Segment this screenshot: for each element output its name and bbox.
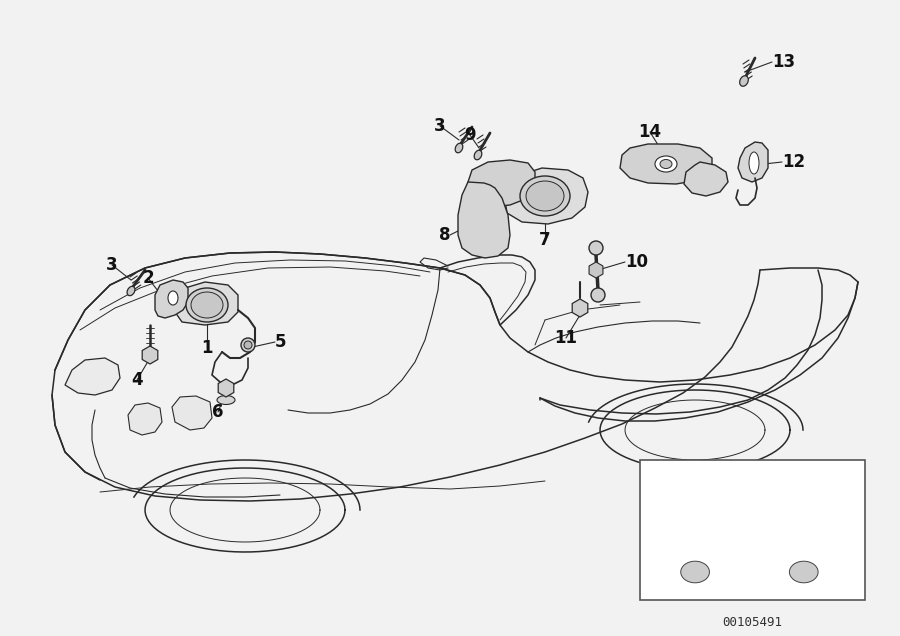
Ellipse shape: [589, 241, 603, 255]
Polygon shape: [172, 396, 212, 430]
Text: 3: 3: [434, 117, 446, 135]
Polygon shape: [65, 358, 120, 395]
Polygon shape: [128, 403, 162, 435]
Text: 9: 9: [464, 126, 476, 144]
Ellipse shape: [749, 152, 759, 174]
Text: 3: 3: [106, 256, 118, 274]
Text: 12: 12: [782, 153, 806, 171]
Text: 10: 10: [625, 253, 648, 271]
Ellipse shape: [655, 156, 677, 172]
Ellipse shape: [660, 160, 672, 169]
Polygon shape: [155, 280, 188, 318]
Text: 7: 7: [539, 231, 551, 249]
Text: 1: 1: [202, 339, 212, 357]
Text: 4: 4: [131, 371, 143, 389]
Polygon shape: [175, 282, 238, 325]
Ellipse shape: [526, 181, 564, 211]
Ellipse shape: [127, 286, 135, 296]
Polygon shape: [458, 182, 510, 258]
Ellipse shape: [455, 143, 463, 153]
Ellipse shape: [740, 76, 748, 86]
Bar: [640, 460, 865, 600]
Polygon shape: [684, 162, 728, 196]
Ellipse shape: [217, 396, 235, 404]
Ellipse shape: [680, 561, 709, 583]
Polygon shape: [465, 160, 535, 207]
Ellipse shape: [191, 292, 223, 318]
Text: 14: 14: [638, 123, 662, 141]
Ellipse shape: [520, 176, 570, 216]
Polygon shape: [620, 144, 712, 184]
Text: 2: 2: [142, 269, 154, 287]
Ellipse shape: [168, 291, 178, 305]
Ellipse shape: [186, 288, 228, 322]
Polygon shape: [738, 142, 768, 182]
Polygon shape: [505, 168, 588, 224]
Ellipse shape: [244, 341, 252, 349]
Text: 11: 11: [554, 329, 578, 347]
Ellipse shape: [241, 338, 255, 352]
Ellipse shape: [789, 561, 818, 583]
Text: 5: 5: [275, 333, 286, 351]
Ellipse shape: [474, 150, 482, 160]
Text: 8: 8: [438, 226, 450, 244]
Text: 13: 13: [772, 53, 795, 71]
Text: 6: 6: [212, 403, 224, 421]
Text: 00105491: 00105491: [723, 616, 782, 629]
Ellipse shape: [591, 288, 605, 302]
